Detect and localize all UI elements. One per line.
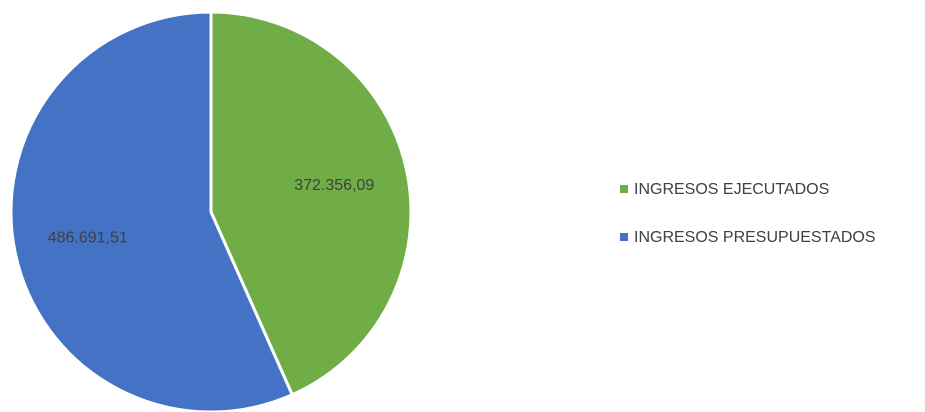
legend-swatch (620, 185, 628, 193)
legend-swatch (620, 233, 628, 241)
data-label: 372.356,09 (294, 177, 374, 194)
pie-slice (9, 10, 294, 412)
legend-label: INGRESOS PRESUPUESTADOS (634, 229, 876, 246)
data-label: 486.691,51 (48, 229, 128, 246)
pie-slice (209, 10, 413, 397)
legend-label: INGRESOS EJECUTADOS (634, 181, 829, 198)
